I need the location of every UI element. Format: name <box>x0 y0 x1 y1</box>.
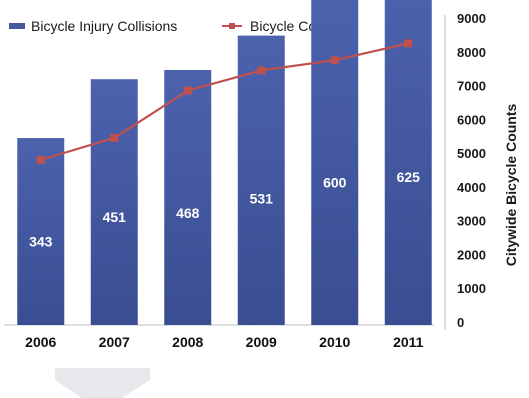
bar-label-2007: 451 <box>103 209 127 225</box>
line-marker-2006 <box>36 155 45 164</box>
bar-label-2008: 468 <box>176 205 200 221</box>
x-tick-2009: 2009 <box>246 334 277 350</box>
bar-2011 <box>384 0 432 325</box>
line-marker-2010 <box>330 56 339 65</box>
bar-2010 <box>311 0 359 325</box>
decorative-arrow-shape <box>55 368 150 398</box>
y2-tick-8000: 8000 <box>457 45 486 60</box>
x-tick-2008: 2008 <box>172 334 203 350</box>
line-marker-2011 <box>404 39 413 48</box>
legend: Bicycle Injury Collisions Bicycle Counts <box>9 18 343 34</box>
y2-tick-0: 0 <box>457 315 464 330</box>
y2-tick-labels: 0 1000 2000 3000 4000 5000 6000 7000 8000 9000 <box>457 11 486 330</box>
bar-data-labels: 343 451 468 531 600 625 <box>29 169 420 250</box>
x-tick-2007: 2007 <box>99 334 130 350</box>
bar-2009 <box>237 35 285 325</box>
legend-swatch-bar <box>9 23 25 29</box>
bar-2006 <box>17 138 65 325</box>
x-tick-2010: 2010 <box>319 334 350 350</box>
line-series-group <box>36 39 413 164</box>
bar-label-2011: 625 <box>397 169 421 185</box>
bar-label-2009: 531 <box>250 190 274 206</box>
line-marker-2007 <box>110 133 119 142</box>
y2-tick-2000: 2000 <box>457 247 486 262</box>
y2-axis-title: Citywide Bicycle Counts <box>503 103 519 266</box>
bar-label-2010: 600 <box>323 175 347 191</box>
bar-2007 <box>90 79 138 325</box>
y2-tick-5000: 5000 <box>457 146 486 161</box>
y2-tick-4000: 4000 <box>457 180 486 195</box>
y2-tick-9000: 9000 <box>457 11 486 26</box>
x-tick-2011: 2011 <box>393 334 424 350</box>
y2-tick-1000: 1000 <box>457 281 486 296</box>
legend-label-bars: Bicycle Injury Collisions <box>31 18 177 34</box>
line-bicycle-counts <box>40 42 409 161</box>
bar-label-2006: 343 <box>29 233 53 249</box>
y2-tick-3000: 3000 <box>457 214 486 229</box>
bar-2008 <box>164 69 212 325</box>
bars-group <box>17 0 432 325</box>
line-marker-2008 <box>183 86 192 95</box>
line-marker-2009 <box>257 66 266 75</box>
y2-tick-7000: 7000 <box>457 79 486 94</box>
x-tick-2006: 2006 <box>25 334 56 350</box>
y2-tick-6000: 6000 <box>457 112 486 127</box>
x-tick-labels: 2006 2007 2008 2009 2010 2011 <box>25 334 423 350</box>
legend-swatch-marker <box>229 23 235 29</box>
